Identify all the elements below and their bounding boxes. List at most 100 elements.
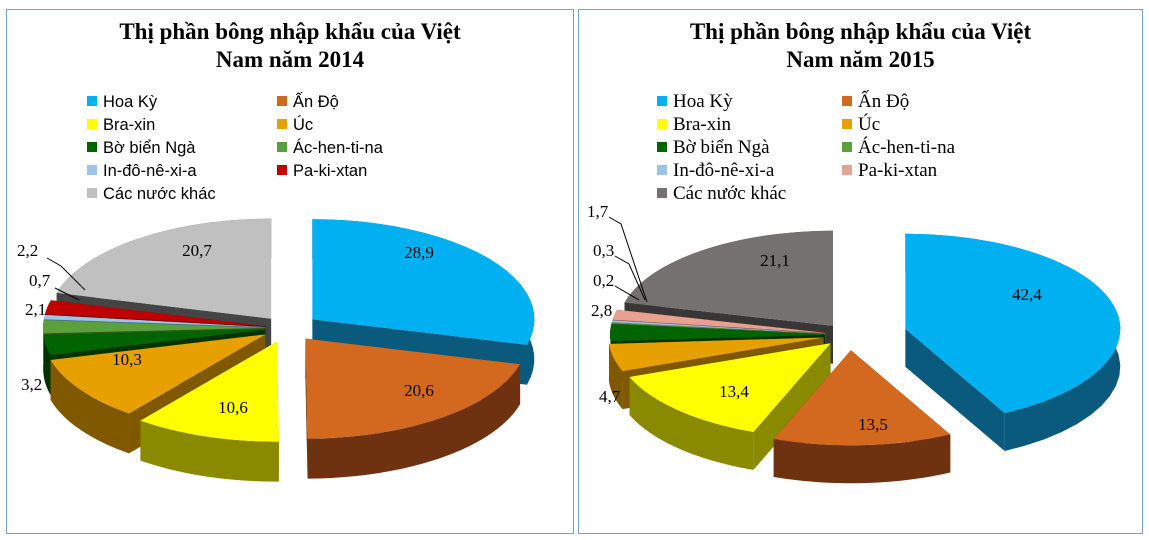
legend-label: Pa-ki-xtan <box>858 160 938 181</box>
data-label: 20,6 <box>404 381 434 400</box>
pie-slice <box>50 334 266 414</box>
legend-swatch <box>277 119 287 129</box>
legend-label: Pa-ki-xtan <box>293 162 368 180</box>
legend-label: In-đô-nê-xi-a <box>103 162 197 180</box>
legend-swatch <box>842 165 852 175</box>
chart-title: Thị phần bông nhập khẩu của Việt Nam năm… <box>689 19 1032 72</box>
legend-swatch <box>657 96 667 106</box>
data-label: 13,4 <box>719 382 749 401</box>
pie-slice <box>43 314 266 328</box>
legend-item: Hoa Kỳ <box>657 92 733 112</box>
legend-label: Bờ biển Ngà <box>103 139 196 157</box>
legend-item: Các nước khác <box>657 184 786 204</box>
legend-label: Hoa Kỳ <box>103 93 158 111</box>
legend-swatch <box>277 142 287 152</box>
leader-line <box>54 287 80 301</box>
legend-swatch <box>657 142 667 152</box>
pie-slice <box>905 233 1121 414</box>
leader-line <box>608 216 648 303</box>
data-label: 10,6 <box>218 398 248 417</box>
pie-slice <box>43 320 266 334</box>
data-label: 1,7 <box>587 202 609 221</box>
pie-slice <box>624 230 834 326</box>
legend-item: Pa-ki-xtan <box>277 161 367 181</box>
data-label: 28,9 <box>404 243 434 262</box>
data-label: 42,4 <box>1012 285 1042 304</box>
pie-slice <box>629 343 831 432</box>
data-label: 21,1 <box>760 251 790 270</box>
legend-label: Bờ biển Ngà <box>673 137 770 158</box>
data-label: 2,2 <box>17 241 38 260</box>
legend-label: Bra-xin <box>103 116 156 134</box>
legend-label: Hoa Kỳ <box>673 91 733 112</box>
leader-line <box>614 255 646 301</box>
legend-item: Pa-ki-xtan <box>842 161 937 181</box>
pie-slice <box>611 320 826 334</box>
legend-label: Ác-hen-ti-na <box>293 139 383 157</box>
data-label: 4,7 <box>599 387 621 406</box>
legend-label: Ấn Độ <box>293 93 339 111</box>
legend-item: Bra-xin <box>657 115 731 135</box>
pie-slice <box>140 341 279 442</box>
legend-label: Ấn Độ <box>858 91 910 112</box>
pie-slice <box>609 337 824 372</box>
data-label: 0,7 <box>29 271 51 290</box>
legend-swatch <box>842 96 852 106</box>
chart-panel-2014: Thị phần bông nhập khẩu của Việt Nam năm… <box>6 9 574 534</box>
legend-swatch <box>87 188 97 198</box>
legend-item: Hoa Kỳ <box>87 92 157 112</box>
data-label: 3,2 <box>21 375 42 394</box>
data-label: 0,3 <box>593 241 614 260</box>
pie-slice <box>45 300 266 327</box>
pie-slice <box>305 338 521 439</box>
data-label: 0,2 <box>593 271 614 290</box>
legend-label: Các nước khác <box>673 183 787 204</box>
legend-label: In-đô-nê-xi-a <box>673 160 775 181</box>
legend-swatch <box>657 119 667 129</box>
data-label: 10,3 <box>112 350 142 369</box>
legend-swatch <box>277 165 287 175</box>
legend-swatch <box>277 96 287 106</box>
legend-item: Ác-hen-ti-na <box>277 138 383 158</box>
pie-slice <box>610 324 826 342</box>
chart-panel-2015: Thị phần bông nhập khẩu của Việt Nam năm… <box>578 9 1143 534</box>
legend-item: Ấn Độ <box>277 92 339 112</box>
pie-slice <box>773 350 951 446</box>
legend-swatch <box>842 119 852 129</box>
legend-item: In-đô-nê-xi-a <box>657 161 774 181</box>
legend-swatch <box>87 96 97 106</box>
legend-label: Bra-xin <box>673 114 732 135</box>
pie-slice <box>43 329 266 356</box>
data-label: 2,1 <box>25 300 46 319</box>
pie-chart: 28,9 20,6 10,6 10,3 3,2 2,1 0,7 2,2 20,7 <box>17 218 535 482</box>
legend-item: Bra-xin <box>87 115 155 135</box>
leader-line <box>614 285 640 301</box>
legend-swatch <box>87 119 97 129</box>
legend-item: Úc <box>277 115 313 135</box>
legend-item: Úc <box>842 115 880 135</box>
legend-item: Các nước khác <box>87 184 216 204</box>
legend-swatch <box>657 165 667 175</box>
pie-chart: 42,4 13,5 13,4 4,7 2,8 0,2 0,3 1,7 21,1 <box>587 202 1121 484</box>
legend-swatch <box>657 188 667 198</box>
legend-item: Ấn Độ <box>842 92 909 112</box>
legend-label: Úc <box>293 116 314 134</box>
legend-label: Úc <box>858 114 881 135</box>
chart-title: Thị phần bông nhập khẩu của Việt Nam năm… <box>119 19 461 72</box>
data-label: 13,5 <box>858 415 888 434</box>
data-label: 2,8 <box>591 301 612 320</box>
legend-item: Bờ biển Ngà <box>87 138 195 158</box>
pie-slice <box>612 309 826 333</box>
legend-swatch <box>87 165 97 175</box>
legend-label: Các nước khác <box>103 185 216 203</box>
pie-slice <box>312 219 535 345</box>
data-label: 20,7 <box>182 241 212 260</box>
legend-swatch <box>87 142 97 152</box>
legend-item: Bờ biển Ngà <box>657 138 770 158</box>
legend-item: In-đô-nê-xi-a <box>87 161 197 181</box>
legend-label: Ác-hen-ti-na <box>858 137 956 158</box>
leader-line <box>46 257 86 291</box>
pie-slice <box>56 218 272 319</box>
pie-slice <box>611 322 826 334</box>
legend-swatch <box>842 142 852 152</box>
